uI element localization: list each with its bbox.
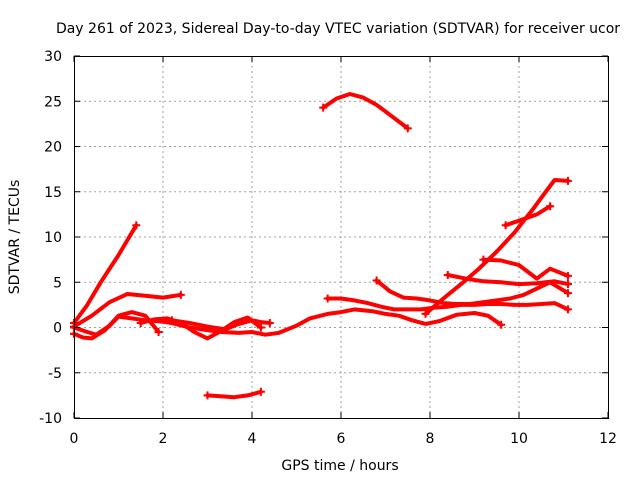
series-endpoint-marker (167, 316, 176, 325)
x-tick-label: 8 (426, 431, 435, 447)
y-tick-label: 25 (44, 94, 62, 110)
y-tick-label: 15 (44, 185, 62, 201)
series-endpoint-marker (497, 320, 506, 329)
series-endpoint-marker (546, 202, 555, 211)
series-arc-5 (138, 315, 263, 341)
series-endpoint-marker (479, 255, 488, 264)
series-endpoint-marker (256, 387, 265, 396)
x-tick-label: 4 (248, 431, 257, 447)
x-tick-label: 0 (70, 431, 79, 447)
series-endpoint-marker (132, 221, 141, 230)
series-arc-11 (423, 178, 570, 316)
series-endpoint-marker (563, 271, 572, 280)
grid-lines (74, 56, 608, 418)
y-tick-label: 10 (44, 230, 62, 246)
series-endpoint-marker (563, 280, 572, 289)
y-tick-label: 0 (53, 321, 62, 337)
series-endpoint-marker (319, 103, 328, 112)
chart-title: Day 261 of 2023, Sidereal Day-to-day VTE… (56, 21, 620, 37)
series-arc-13 (481, 257, 570, 281)
series-endpoint-marker (403, 124, 412, 133)
series-endpoint-marker (256, 323, 265, 332)
series-endpoint-marker (372, 276, 381, 285)
y-axis-label: SDTVAR / TECUs (7, 180, 23, 295)
series-arc-14 (503, 204, 553, 228)
series-arc-2 (72, 292, 183, 329)
axis-ticks: 0 2 4 6 8 10 12 -10 -5 0 5 10 15 20 25 30 (39, 49, 617, 447)
series-arc-4 (72, 310, 161, 341)
x-tick-label: 2 (159, 431, 168, 447)
y-tick-label: -10 (39, 411, 62, 427)
x-tick-label: 6 (337, 431, 346, 447)
x-tick-label: 10 (510, 431, 528, 447)
series-endpoint-marker (265, 318, 274, 327)
y-tick-label: 20 (44, 140, 62, 156)
series-arc-9 (325, 296, 570, 312)
series-endpoint-marker (203, 391, 212, 400)
x-axis-label: GPS time / hours (281, 458, 398, 474)
series-endpoint-marker (136, 318, 145, 327)
y-tick-label: 30 (44, 49, 62, 65)
series-arc-3 (72, 307, 504, 337)
series-endpoint-marker (501, 221, 510, 230)
series-endpoint-marker (176, 290, 185, 299)
x-tick-label: 12 (599, 431, 617, 447)
y-tick-label: -5 (48, 366, 62, 382)
series-arc-6 (169, 318, 272, 332)
series-arc-7 (205, 389, 263, 400)
series-arc-10 (374, 278, 570, 306)
series-endpoint-marker (563, 305, 572, 314)
series-endpoint-marker (563, 289, 572, 298)
series-arc-12 (445, 273, 570, 287)
series-arc-8 (321, 92, 410, 131)
y-tick-label: 5 (53, 275, 62, 291)
series-endpoint-marker (323, 294, 332, 303)
series-endpoint-marker (154, 328, 163, 337)
series-endpoint-marker (421, 309, 430, 318)
series-layer (70, 92, 572, 400)
series-endpoint-marker (563, 176, 572, 185)
series-arc-1 (72, 223, 139, 325)
series-endpoint-marker (443, 271, 452, 280)
